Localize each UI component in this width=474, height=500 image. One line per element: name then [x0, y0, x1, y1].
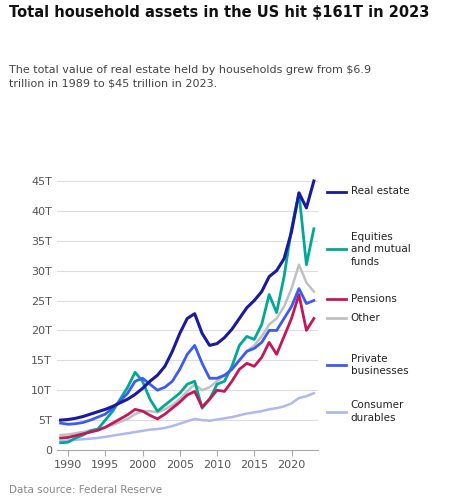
Text: Equities
and mutual
funds: Equities and mutual funds [351, 232, 410, 266]
Text: Other: Other [351, 313, 381, 323]
Text: Real estate: Real estate [351, 186, 409, 196]
Text: Total household assets in the US hit $161T in 2023: Total household assets in the US hit $16… [9, 5, 430, 20]
Text: Pensions: Pensions [351, 294, 397, 304]
Text: The total value of real estate held by households grew from $6.9
trillion in 198: The total value of real estate held by h… [9, 65, 372, 88]
Text: Private
businesses: Private businesses [351, 354, 409, 376]
Text: Consumer
durables: Consumer durables [351, 400, 404, 422]
Text: Data source: Federal Reserve: Data source: Federal Reserve [9, 485, 163, 495]
